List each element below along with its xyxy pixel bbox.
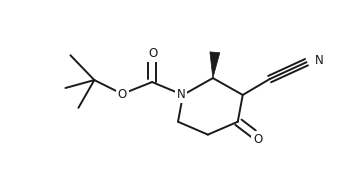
Text: O: O	[117, 89, 127, 101]
Text: N: N	[177, 89, 185, 101]
Polygon shape	[210, 52, 220, 78]
Text: N: N	[315, 54, 323, 67]
Text: O: O	[149, 47, 158, 60]
Text: O: O	[253, 133, 262, 146]
